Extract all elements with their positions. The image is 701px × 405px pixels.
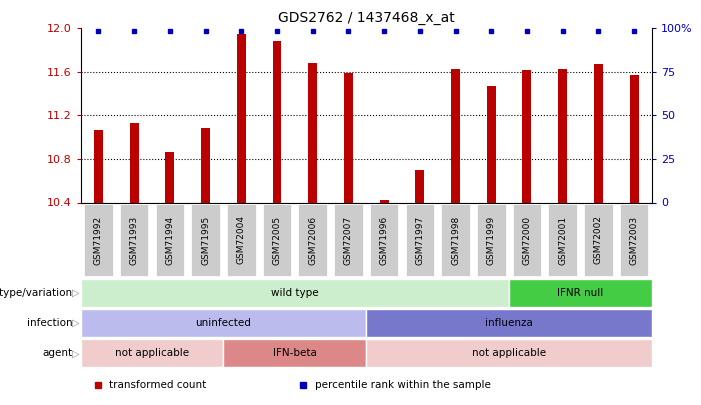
FancyBboxPatch shape [509, 279, 652, 307]
Text: GSM72004: GSM72004 [237, 215, 246, 264]
Text: GSM71994: GSM71994 [165, 215, 175, 264]
Bar [165, 152, 175, 202]
Text: ▷: ▷ [72, 318, 79, 328]
FancyBboxPatch shape [81, 339, 224, 367]
FancyBboxPatch shape [477, 204, 505, 276]
Text: genotype/variation: genotype/variation [0, 288, 72, 298]
Text: infection: infection [27, 318, 72, 328]
Text: not applicable: not applicable [115, 348, 189, 358]
Bar [273, 41, 282, 202]
Bar [629, 75, 639, 202]
Text: GSM72001: GSM72001 [558, 215, 567, 264]
Text: percentile rank within the sample: percentile rank within the sample [315, 380, 491, 390]
FancyBboxPatch shape [548, 204, 577, 276]
Bar [94, 130, 103, 202]
FancyBboxPatch shape [191, 204, 220, 276]
FancyBboxPatch shape [441, 204, 470, 276]
Bar [486, 86, 496, 202]
Text: GSM72005: GSM72005 [273, 215, 282, 264]
Text: ▷: ▷ [72, 288, 79, 298]
Text: GSM71998: GSM71998 [451, 215, 460, 264]
Text: GSM72007: GSM72007 [344, 215, 353, 264]
Text: GSM71996: GSM71996 [380, 215, 388, 264]
Text: wild type: wild type [271, 288, 319, 298]
Text: GSM71999: GSM71999 [486, 215, 496, 264]
Text: GSM71995: GSM71995 [201, 215, 210, 264]
Bar [558, 68, 567, 202]
Bar [522, 70, 531, 202]
FancyBboxPatch shape [81, 309, 366, 337]
Bar [201, 128, 210, 202]
Bar [416, 170, 424, 202]
Text: GSM72000: GSM72000 [522, 215, 531, 264]
Bar [380, 200, 388, 202]
FancyBboxPatch shape [406, 204, 434, 276]
Text: transformed count: transformed count [109, 380, 206, 390]
FancyBboxPatch shape [299, 204, 327, 276]
Text: GSM72006: GSM72006 [308, 215, 318, 264]
FancyBboxPatch shape [370, 204, 398, 276]
Bar [308, 63, 317, 202]
Bar [594, 64, 603, 202]
Text: influenza: influenza [485, 318, 533, 328]
Text: uninfected: uninfected [196, 318, 252, 328]
Text: IFN-beta: IFN-beta [273, 348, 317, 358]
FancyBboxPatch shape [156, 204, 184, 276]
Bar [451, 68, 460, 202]
Text: not applicable: not applicable [472, 348, 546, 358]
Text: GSM71993: GSM71993 [130, 215, 139, 264]
FancyBboxPatch shape [84, 204, 113, 276]
Bar [237, 34, 246, 202]
Text: GSM72003: GSM72003 [629, 215, 639, 264]
Bar [344, 73, 353, 202]
FancyBboxPatch shape [584, 204, 613, 276]
FancyBboxPatch shape [512, 204, 541, 276]
Text: GSM71992: GSM71992 [94, 215, 103, 264]
FancyBboxPatch shape [620, 204, 648, 276]
FancyBboxPatch shape [227, 204, 256, 276]
FancyBboxPatch shape [366, 309, 652, 337]
FancyBboxPatch shape [366, 339, 652, 367]
Title: GDS2762 / 1437468_x_at: GDS2762 / 1437468_x_at [278, 11, 455, 25]
FancyBboxPatch shape [263, 204, 292, 276]
Bar [130, 123, 139, 202]
FancyBboxPatch shape [224, 339, 366, 367]
Text: GSM71997: GSM71997 [415, 215, 424, 264]
FancyBboxPatch shape [120, 204, 149, 276]
FancyBboxPatch shape [81, 279, 509, 307]
Text: GSM72002: GSM72002 [594, 215, 603, 264]
Text: ▷: ▷ [72, 348, 79, 358]
Text: IFNR null: IFNR null [557, 288, 604, 298]
FancyBboxPatch shape [334, 204, 362, 276]
Text: agent: agent [42, 348, 72, 358]
